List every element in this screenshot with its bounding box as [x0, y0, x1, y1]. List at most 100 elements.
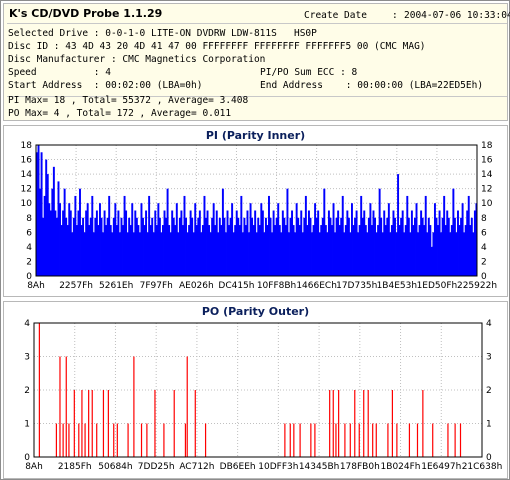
pi-bar: [311, 232, 313, 276]
pi-bar: [257, 217, 260, 276]
pi-bar: [441, 217, 444, 276]
pi-bar: [48, 203, 51, 276]
y-tick-label-right: 14: [481, 170, 493, 180]
pi-bar: [194, 203, 197, 276]
pi-bar: [162, 225, 164, 276]
pi-bar: [378, 188, 381, 276]
y-tick-label-right: 2: [481, 257, 487, 267]
pi-bar: [172, 217, 175, 276]
sum-ecc-line: PI/PO Sum ECC : 8: [260, 67, 358, 78]
pi-bar: [72, 217, 75, 276]
pi-bar: [255, 232, 258, 276]
pi-bar: [421, 217, 424, 276]
pi-bar: [455, 232, 458, 276]
pi-bar: [406, 195, 409, 276]
pi-bar: [453, 217, 456, 276]
pi-bar: [169, 232, 172, 276]
pi-bar: [154, 210, 157, 276]
pi-bar: [392, 210, 395, 276]
pi-bar: [165, 217, 168, 276]
pi-bar: [148, 195, 151, 276]
pi-bar: [438, 210, 441, 276]
pi-bar: [464, 225, 467, 276]
pi-bar: [168, 225, 171, 276]
pi-bar: [297, 217, 300, 276]
x-tick-label: 1466ECh: [296, 281, 337, 291]
y-tick-label-left: 1: [24, 420, 30, 430]
po-stats-line: PO Max= 4 , Total= 172 , Average= 0.011: [8, 108, 232, 119]
pi-bar: [232, 232, 235, 276]
y-tick-label-right: 18: [481, 141, 493, 151]
pi-bar: [205, 217, 207, 276]
create-date-label: Create Date: [304, 10, 367, 21]
pi-bar: [398, 225, 401, 276]
pi-bar: [149, 225, 152, 276]
pi-bar: [291, 210, 294, 276]
pi-bar: [42, 217, 45, 276]
pi-bar: [244, 225, 247, 276]
pi-bar: [100, 217, 103, 276]
y-tick-label-left: 4: [24, 319, 30, 329]
pi-bar: [420, 210, 423, 276]
x-tick-label: 8Ah: [25, 462, 43, 472]
y-tick-label-right: 10: [481, 199, 493, 209]
pi-bar: [266, 225, 269, 276]
pi-bar: [146, 232, 149, 276]
pi-bar: [252, 225, 255, 276]
pi-bar: [446, 210, 449, 276]
pi-bar: [294, 232, 297, 276]
pi-bar: [320, 225, 323, 276]
pi-bar: [37, 145, 40, 276]
pi-bar: [324, 225, 327, 276]
stats-divider: [7, 96, 507, 97]
pi-bar: [85, 210, 88, 276]
pi-bar: [39, 188, 42, 276]
pi-bar: [377, 225, 380, 276]
pi-bar: [261, 210, 264, 276]
x-tick-label: 1E6497h: [421, 462, 461, 472]
pi-bar: [475, 203, 478, 276]
pi-bar: [180, 210, 183, 276]
pi-bar: [412, 225, 415, 276]
pi-bar: [248, 232, 250, 276]
pi-bar: [301, 232, 304, 276]
pi-bar: [423, 225, 426, 276]
end-address-line: End Address : 00:00:00 (LBA=22ED5Eh): [260, 80, 484, 91]
pi-bar: [211, 217, 214, 276]
pi-bar: [40, 152, 43, 276]
pi-bar: [263, 232, 266, 276]
y-tick-label-right: 0: [486, 453, 492, 463]
pi-bar: [292, 225, 295, 276]
x-tick-label: 2257Fh: [59, 281, 93, 291]
y-tick-label-left: 10: [21, 199, 33, 209]
y-tick-label-left: 2: [24, 386, 30, 396]
create-date-colon: :: [392, 10, 398, 21]
pi-bar: [326, 232, 329, 276]
pi-bar: [131, 203, 134, 276]
disc-id-line: Disc ID : 43 4D 43 20 4D 41 47 00 FFFFFF…: [8, 41, 426, 52]
pi-bar: [246, 210, 249, 276]
pi-bar: [155, 225, 158, 276]
pi-bar: [407, 217, 410, 276]
pi-bar: [241, 232, 244, 276]
pi-bar: [189, 210, 192, 276]
pi-bar: [228, 225, 231, 276]
pi-bar: [80, 225, 83, 276]
pi-bar: [354, 217, 357, 276]
pi-bar: [401, 210, 404, 276]
y-tick-label-right: 4: [486, 319, 492, 329]
pi-bar: [158, 217, 161, 276]
pi-bar: [120, 217, 123, 276]
pi-bar: [178, 217, 181, 276]
pi-bar: [89, 217, 92, 276]
pi-bar: [103, 210, 106, 276]
pi-bar: [334, 232, 337, 276]
y-tick-label-left: 18: [21, 141, 33, 151]
pi-bar: [197, 217, 200, 276]
speed-line: Speed : 4: [8, 67, 111, 78]
pi-bar: [183, 195, 186, 276]
pi-bar: [450, 225, 453, 276]
pi-bar: [341, 195, 344, 276]
pi-bar: [142, 217, 144, 276]
pi-bar: [138, 232, 141, 276]
